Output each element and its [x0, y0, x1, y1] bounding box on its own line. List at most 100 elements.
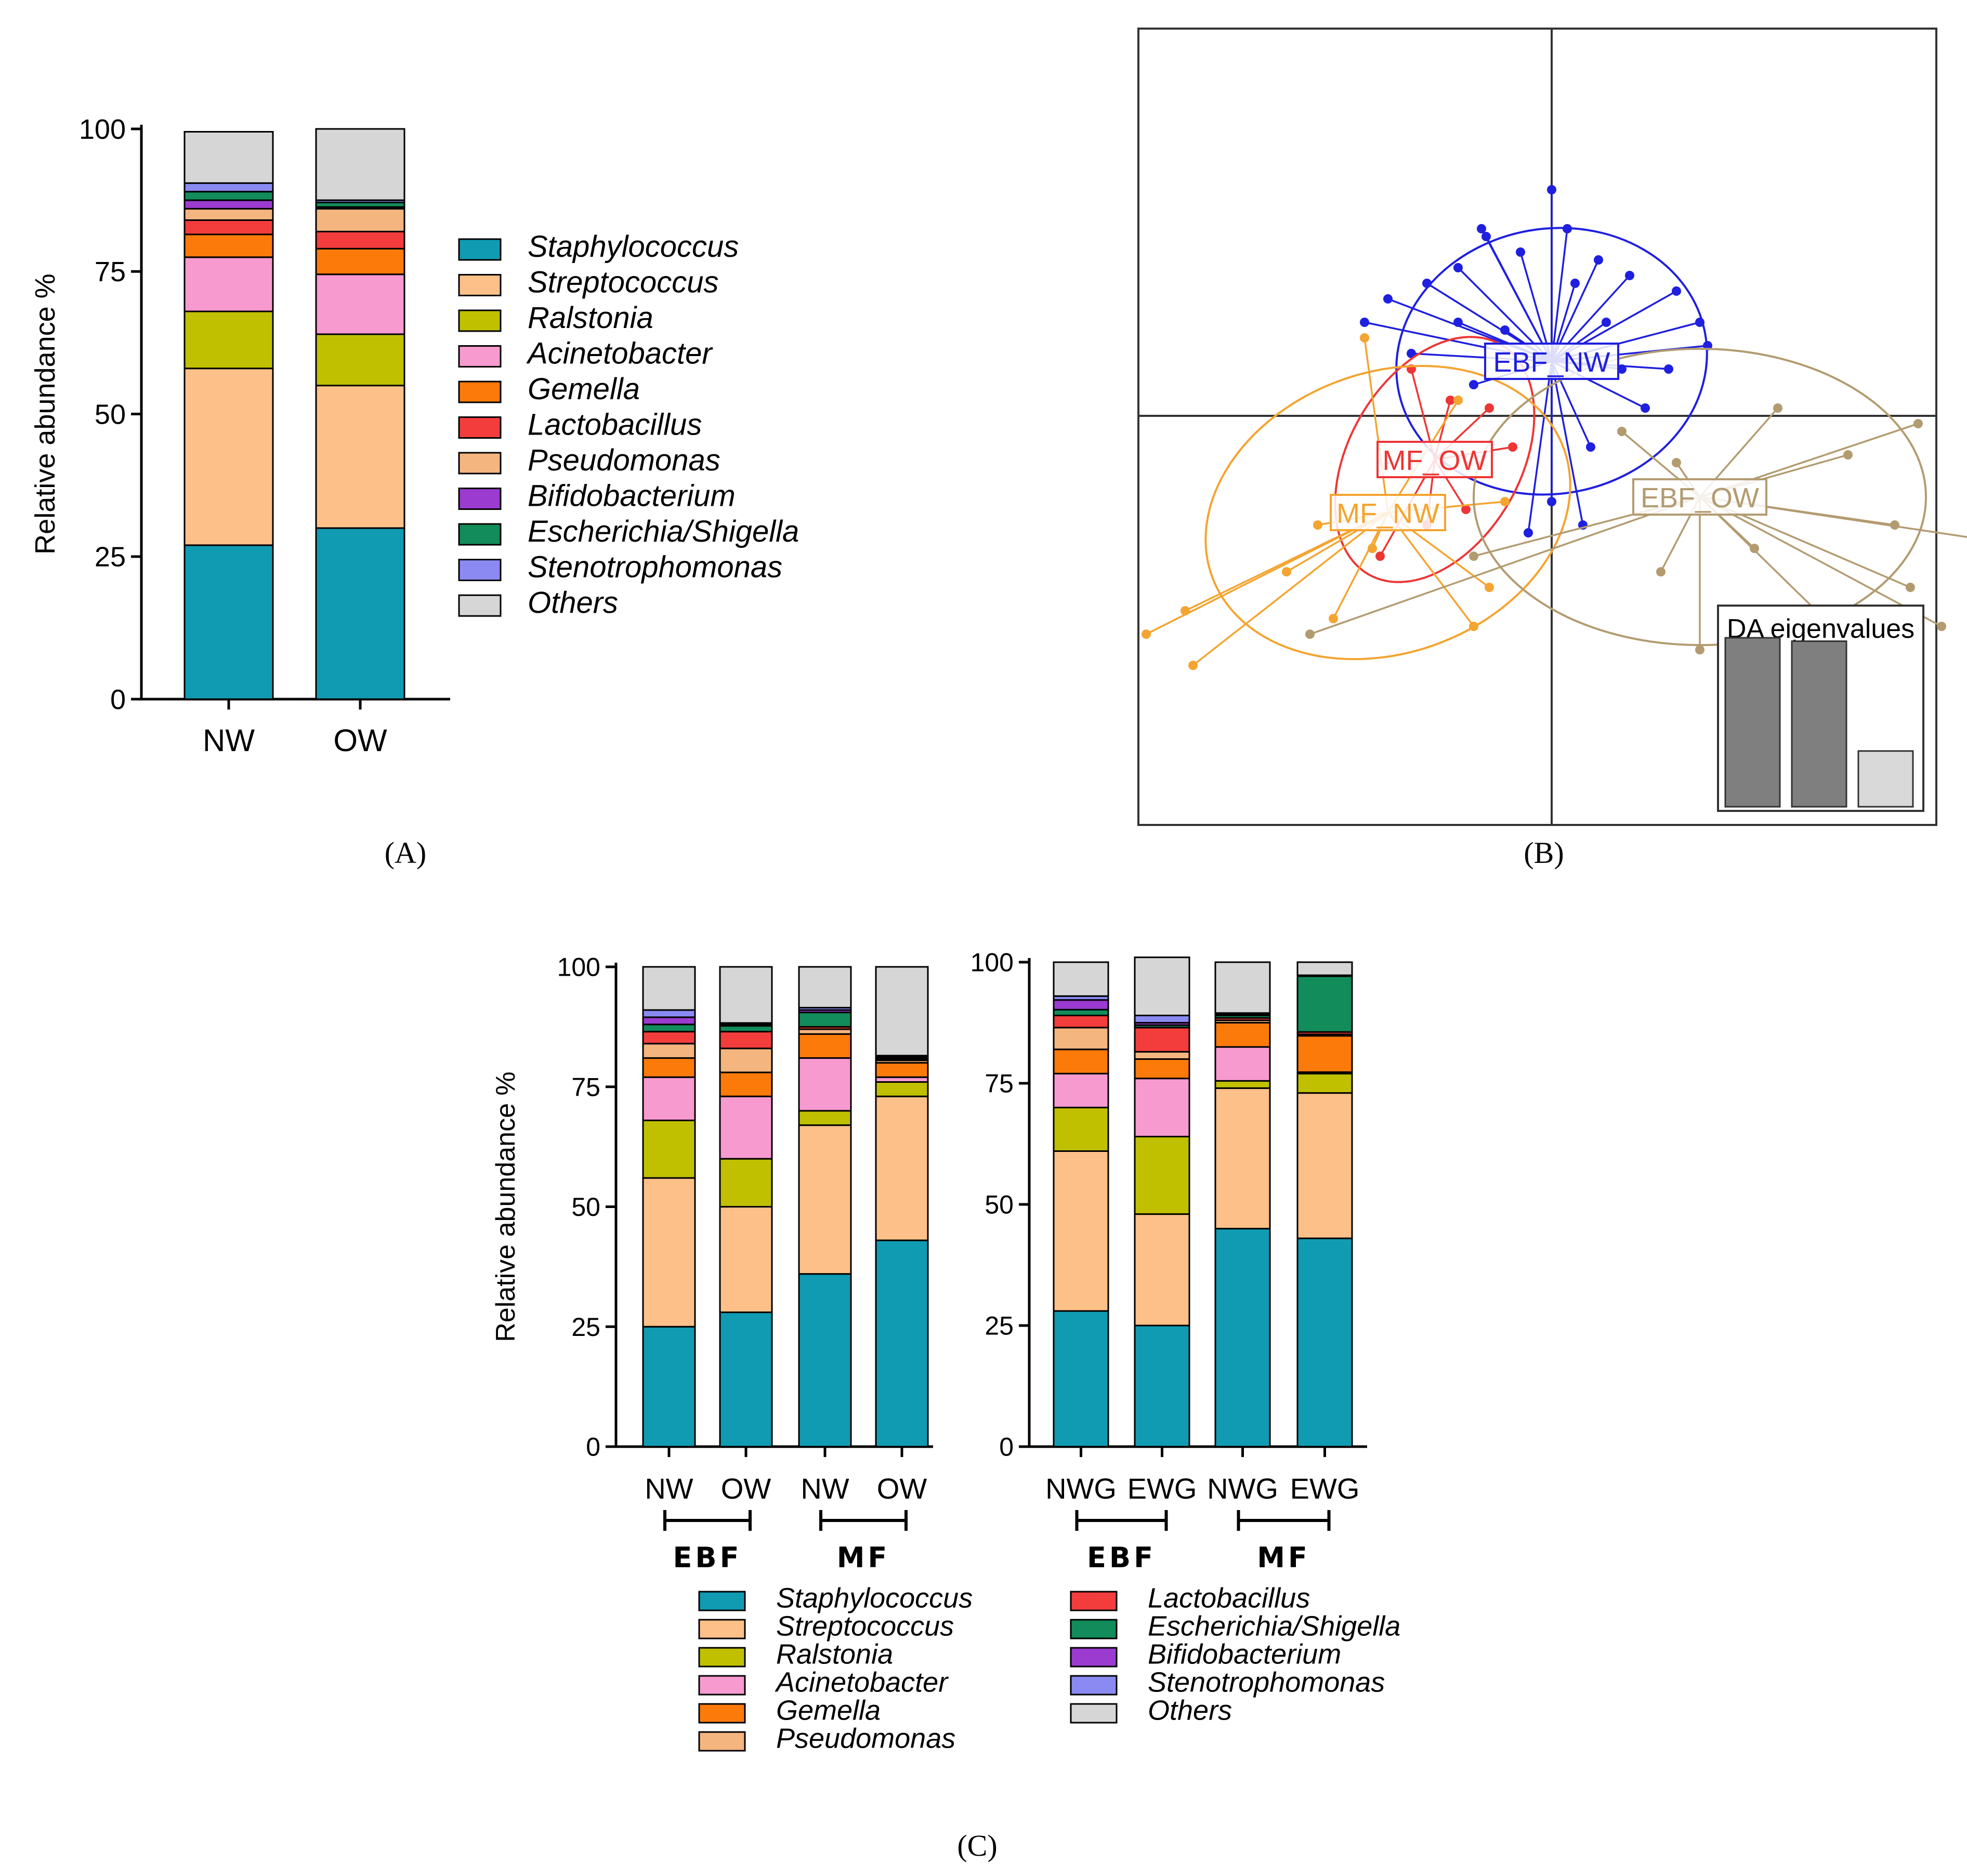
data-point	[1563, 224, 1572, 233]
bar-segment-staphylococcus	[719, 1311, 773, 1448]
bar-segment-gemella	[315, 247, 405, 276]
bar-segment-escherichia-shigella	[1053, 1008, 1109, 1017]
panel-label-c: (C)	[957, 1829, 997, 1862]
bar-segment-acinetobacter	[798, 1057, 852, 1112]
bar-segment-streptococcus	[875, 1095, 929, 1241]
y-axis-label: Relative abundance %	[30, 273, 61, 554]
bar-segment-escherichia-shigella	[719, 1025, 773, 1033]
bar-segment-streptococcus	[1214, 1087, 1271, 1230]
eigenvalue-bar	[1857, 750, 1914, 808]
y-tick-label: 25	[95, 542, 126, 573]
bar-segment-gemella	[875, 1062, 929, 1078]
y-tick-label: 100	[557, 953, 600, 982]
bar-segment-gemella	[183, 233, 274, 258]
bar-segment-ralstonia	[875, 1081, 929, 1097]
point-link	[1309, 496, 1700, 635]
data-point	[1695, 645, 1704, 654]
bar-segment-ralstonia	[1214, 1080, 1271, 1089]
data-point	[1773, 403, 1782, 413]
bar-segment-gemella	[1214, 1022, 1271, 1048]
y-tick-label: 0	[999, 1433, 1014, 1462]
y-tick-label: 25	[985, 1311, 1014, 1341]
bar-segment-pseudomonas	[315, 208, 405, 232]
data-point	[1664, 364, 1673, 374]
group-label-ebf: EBF	[1087, 1541, 1156, 1574]
data-point	[1329, 614, 1338, 623]
bar-segment-escherichia-shigella	[183, 191, 274, 201]
bar-segment-lactobacillus	[1053, 1015, 1109, 1029]
data-point	[1360, 333, 1369, 343]
legend-label-staphylococcus: Staphylococcus	[528, 230, 739, 264]
bar-segment-others	[875, 966, 929, 1057]
x-tick-label: OW	[721, 1472, 771, 1505]
legend-label-lactobacillus: Lactobacillus	[528, 408, 702, 442]
bar-segment-streptococcus	[798, 1124, 852, 1275]
bar-segment-bifidobacterium	[642, 1016, 696, 1026]
bar-segment-gemella	[1053, 1048, 1109, 1074]
bar-segment-staphylococcus	[1214, 1228, 1271, 1448]
x-tick-label: NW	[203, 723, 255, 758]
y-tick-label: 50	[985, 1190, 1014, 1219]
bar-segment-staphylococcus	[798, 1273, 852, 1448]
data-point	[1617, 364, 1627, 374]
legend-swatch-stenotrophomonas	[1070, 1675, 1118, 1696]
bar-segment-acinetobacter	[315, 273, 405, 335]
bar-segment-staphylococcus	[315, 527, 405, 700]
legend-swatch-others	[458, 594, 502, 617]
data-point	[1586, 442, 1595, 452]
legend-swatch-gemella	[698, 1703, 746, 1724]
bar-segment-acinetobacter	[642, 1076, 696, 1121]
y-tick-label: 75	[571, 1072, 600, 1101]
data-point	[1142, 629, 1151, 639]
x-tick-label: EWG	[1290, 1472, 1360, 1505]
legend-label-streptococcus: Streptococcus	[776, 1611, 954, 1642]
panel-label-b: (B)	[1524, 836, 1564, 870]
bar-segment-staphylococcus	[642, 1326, 696, 1448]
data-point	[1937, 622, 1946, 631]
data-point	[1500, 497, 1510, 506]
bar-segment-gemella	[798, 1033, 852, 1059]
bar-segment-streptococcus	[1134, 1213, 1190, 1327]
bar-segment-streptococcus	[1053, 1150, 1109, 1312]
data-point	[1547, 185, 1556, 194]
data-point	[1594, 255, 1603, 265]
legend-label-ralstonia: Ralstonia	[528, 301, 653, 335]
legend-label-stenotrophomonas: Stenotrophomonas	[1148, 1667, 1385, 1698]
x-tick-label: NW	[801, 1472, 849, 1505]
data-point	[1422, 279, 1432, 288]
bar-segment-ralstonia	[642, 1119, 696, 1179]
legend-swatch-bifidobacterium	[458, 488, 502, 510]
data-point	[1843, 450, 1853, 460]
data-point	[1453, 396, 1463, 405]
legend-label-pseudomonas: Pseudomonas	[528, 443, 720, 477]
x-tick-label: NWG	[1207, 1472, 1278, 1505]
bar-segment-escherichia-shigella	[1296, 975, 1353, 1033]
group-label-box	[1376, 441, 1493, 478]
legend-swatch-gemella	[458, 381, 502, 403]
legend-swatch-acinetobacter	[458, 345, 502, 368]
bar-segment-gemella	[1134, 1058, 1190, 1080]
group-label-mf: MF	[1257, 1541, 1310, 1574]
point-link	[1363, 337, 1389, 513]
group-label-box	[1632, 478, 1767, 516]
y-tick-label: 50	[95, 399, 126, 430]
bar-segment-staphylococcus	[875, 1239, 929, 1448]
bar-segment-lactobacillus	[183, 219, 274, 235]
legend-swatch-escherichia-shigella	[1070, 1619, 1118, 1639]
legend-swatch-lactobacillus	[1070, 1591, 1118, 1611]
bar-segment-pseudomonas	[719, 1047, 773, 1073]
bar-segment-streptococcus	[315, 385, 405, 529]
group-label-box	[1330, 494, 1446, 531]
y-tick-label: 50	[571, 1192, 600, 1222]
point-link	[1485, 236, 1553, 362]
data-point	[1485, 403, 1494, 413]
data-point	[1461, 505, 1471, 514]
point-link	[1551, 228, 1568, 362]
group-label-ebf-nw: EBF_NW	[1493, 347, 1610, 378]
bar-segment-acinetobacter	[1214, 1046, 1271, 1082]
bar-segment-staphylococcus	[1134, 1324, 1190, 1448]
bar-segment-lactobacillus	[315, 230, 405, 250]
bar-segment-ralstonia	[1296, 1072, 1353, 1094]
bar-segment-staphylococcus	[1053, 1310, 1109, 1448]
bar-segment-others	[798, 966, 852, 1008]
